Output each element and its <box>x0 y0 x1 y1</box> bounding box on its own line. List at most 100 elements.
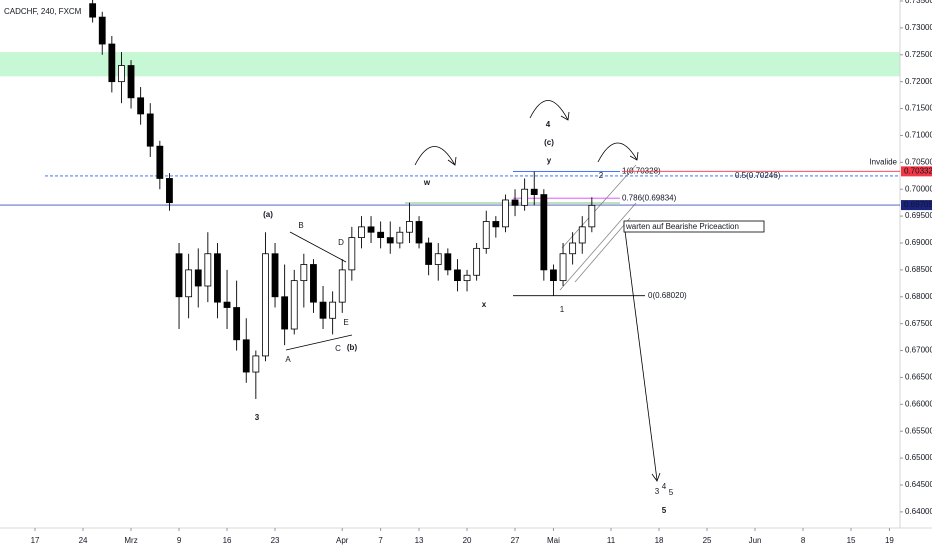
candle-body <box>338 269 346 303</box>
x-tick-label: 13 <box>415 536 424 545</box>
candle-body <box>137 97 145 115</box>
candle-body <box>194 269 202 287</box>
candle-body <box>415 221 423 244</box>
candle-body <box>127 65 135 99</box>
wave-label: (a) <box>263 210 273 219</box>
y-tick-label: 0.73500 <box>905 0 932 5</box>
wave-label: (b) <box>347 343 358 352</box>
candle-body <box>434 253 442 265</box>
x-tick-label: 15 <box>847 536 856 545</box>
candle-body <box>146 113 154 147</box>
candle-body <box>396 231 404 244</box>
arrow-head <box>651 472 661 482</box>
arc <box>597 142 638 163</box>
x-tick-label: 27 <box>511 536 520 545</box>
note-box <box>623 220 765 233</box>
candle-body <box>271 253 279 298</box>
x-tick-label: Jun <box>749 536 762 545</box>
triangle-line <box>285 334 353 351</box>
y-tick-label: 0.69000 <box>905 238 932 247</box>
arc-head <box>560 111 570 121</box>
candle-body <box>118 65 125 83</box>
candle-body <box>540 194 548 271</box>
y-tick-label: 0.67000 <box>905 346 932 355</box>
candle-body <box>358 226 365 239</box>
x-tick-label: 18 <box>655 536 664 545</box>
candle-body <box>242 339 250 373</box>
y-tick-label: 0.68000 <box>905 292 932 301</box>
candle-body <box>386 237 394 244</box>
x-tick-label: 11 <box>607 536 616 545</box>
wave-label: 5 <box>662 506 667 515</box>
candle-body <box>166 178 173 204</box>
candle-body <box>569 242 577 255</box>
wave-label: 2 <box>599 171 604 180</box>
candle-body <box>463 274 471 282</box>
triangle-line <box>289 231 347 263</box>
target-arrow <box>624 230 658 481</box>
candle-body <box>108 43 116 83</box>
zone <box>0 52 900 77</box>
x-tick-label: 17 <box>31 536 40 545</box>
candle-body <box>492 221 500 228</box>
y-tick-label: 0.65000 <box>905 453 932 462</box>
y-tick-label: 0.71500 <box>905 104 932 113</box>
wave-label: A <box>285 355 291 364</box>
candle-body <box>319 301 327 319</box>
candle-body <box>482 221 490 249</box>
x-tick-label: 16 <box>223 536 232 545</box>
candle-body <box>214 253 221 303</box>
arc-head <box>629 151 639 161</box>
level-label: 0.786(0.69834) <box>622 193 677 202</box>
candle-body <box>252 355 260 373</box>
candle-body <box>98 16 106 45</box>
candle-body <box>559 253 567 282</box>
x-tick-label: 9 <box>177 536 182 545</box>
x-tick-label: Mai <box>547 536 560 545</box>
candle-body <box>454 269 461 282</box>
candle-body <box>550 269 557 282</box>
candle-body <box>89 3 97 18</box>
candle-body <box>377 231 385 239</box>
wave-label: (c) <box>544 138 554 147</box>
candle-body <box>262 253 269 357</box>
x-tick-label: Mrz <box>124 536 137 545</box>
candle-body <box>502 199 509 228</box>
candle-body <box>444 253 452 271</box>
wave-label: C <box>335 344 341 353</box>
y-tick-label: 0.66000 <box>905 399 932 408</box>
x-tick-label: 20 <box>463 536 472 545</box>
wave-label: 3 <box>655 487 660 496</box>
y-tick-label: 0.70500 <box>905 157 932 166</box>
wave-label: D <box>338 238 344 247</box>
wave-label: w <box>423 178 431 187</box>
y-tick-label: 0.71000 <box>905 131 932 140</box>
y-tick-label: 0.72000 <box>905 77 932 86</box>
x-tick-label: Apr <box>336 536 349 545</box>
x-tick-label: 19 <box>885 536 894 545</box>
wave-label: 4 <box>662 482 667 491</box>
candle-body <box>578 226 586 244</box>
candle-body <box>281 296 289 330</box>
y-tick-label: 0.73000 <box>905 23 932 32</box>
wave-label: x <box>482 300 487 309</box>
arc <box>414 146 456 166</box>
wave-label: 4 <box>546 120 551 129</box>
candle-body <box>300 264 308 282</box>
channel-line <box>559 202 637 291</box>
y-tick-label: 0.64500 <box>905 480 932 489</box>
y-tick-label: 0.66500 <box>905 373 932 382</box>
candle-body <box>233 307 241 341</box>
drawings <box>0 0 932 529</box>
candle-body <box>530 188 538 195</box>
candle-body <box>310 264 317 303</box>
price-tag <box>901 200 932 211</box>
y-tick-label: 0.64000 <box>905 507 932 516</box>
price-tag <box>901 166 932 177</box>
price-tag-label: 0.69705 <box>904 200 932 209</box>
x-tick-label: 8 <box>801 536 806 545</box>
candle-body <box>511 199 519 206</box>
level-label: 0.5(0.70246) <box>735 171 781 180</box>
x-tick-label: 24 <box>79 536 88 545</box>
